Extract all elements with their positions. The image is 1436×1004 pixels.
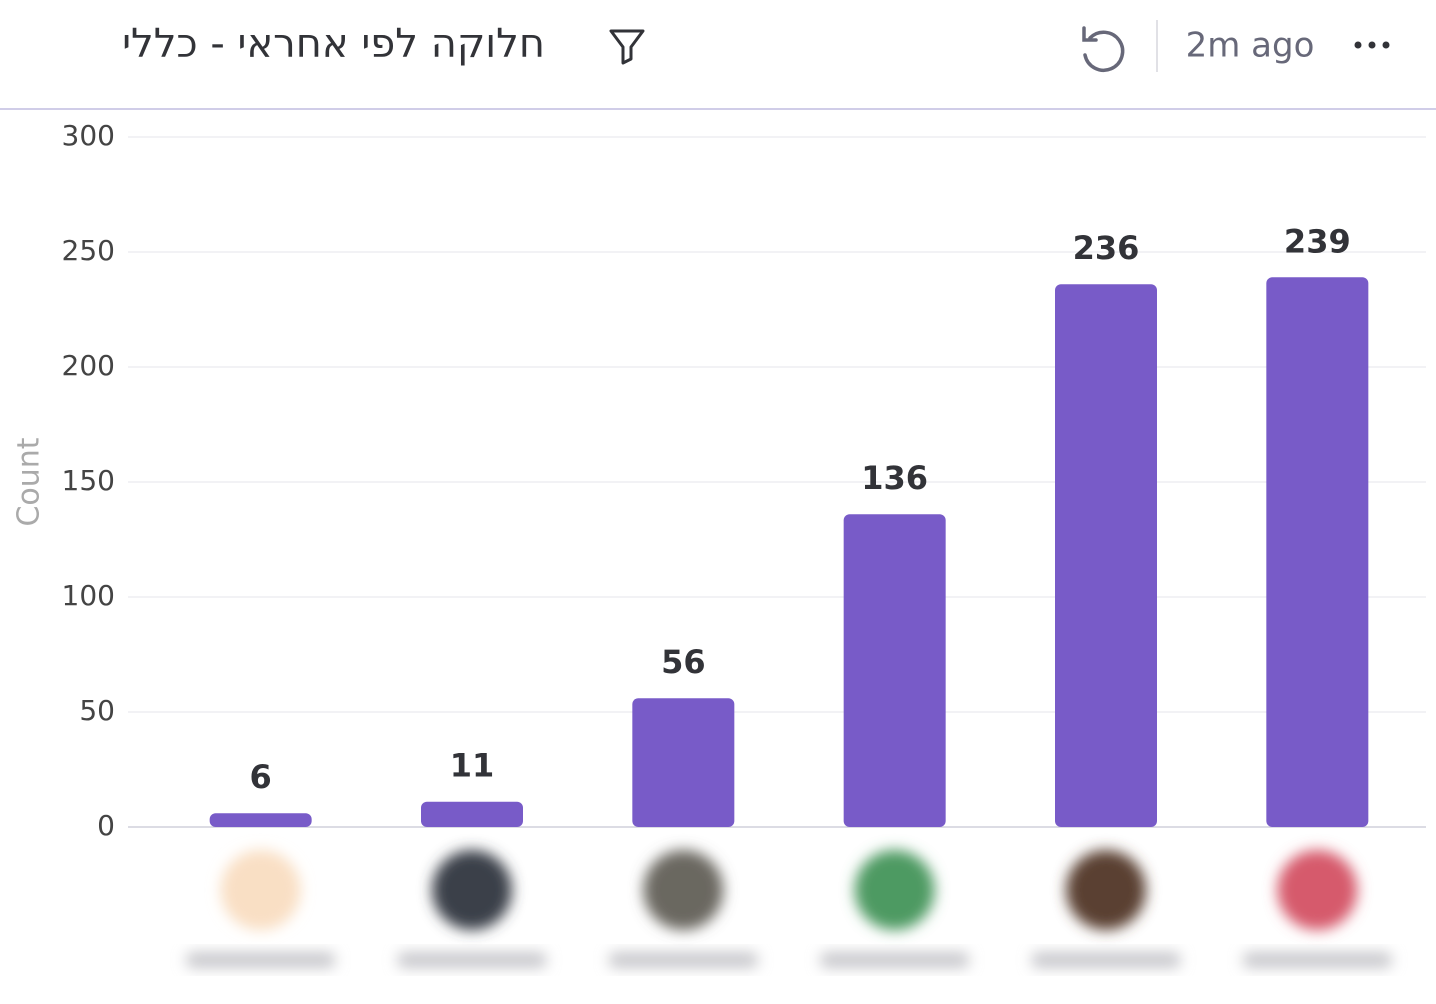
value-label: 6: [250, 758, 272, 796]
value-label: 236: [1073, 229, 1140, 267]
bar: [632, 698, 735, 827]
y-axis-label: Count: [12, 437, 47, 526]
y-tick-label: 250: [62, 234, 115, 267]
bar: [1266, 277, 1369, 827]
value-label: 239: [1284, 222, 1351, 260]
value-label: 11: [450, 747, 495, 785]
y-tick-label: 150: [62, 464, 115, 497]
blurred-name: [819, 952, 970, 968]
value-label: 56: [661, 643, 706, 681]
dot: [1382, 41, 1390, 49]
value-label: 136: [861, 459, 928, 497]
avatar: [1277, 850, 1358, 930]
refresh-arc: [1083, 30, 1125, 72]
avatar: [643, 850, 724, 930]
avatar: [220, 850, 301, 930]
bar: [421, 801, 523, 827]
blurred-name: [397, 952, 547, 968]
bar: [209, 813, 312, 827]
blurred-name: [608, 952, 759, 968]
blurred-name: [185, 952, 336, 968]
blurred-name: [1031, 952, 1181, 968]
y-tick-label: 50: [79, 694, 115, 727]
y-tick-label: 0: [97, 809, 115, 842]
dot: [1354, 41, 1362, 49]
y-tick-label: 100: [62, 579, 115, 612]
y-tick-label: 300: [62, 119, 115, 152]
avatar: [1066, 850, 1146, 930]
y-tick-label: 200: [62, 349, 115, 382]
avatar: [432, 850, 512, 930]
dot: [1368, 41, 1376, 49]
avatar: [854, 850, 935, 930]
refresh-arrow: [1082, 26, 1098, 42]
blurred-name: [1242, 952, 1393, 968]
more-menu[interactable]: [1354, 41, 1390, 49]
bar: [1055, 284, 1157, 827]
updated-time: 2m ago: [1186, 26, 1315, 66]
chart-title: חלוקה לפי אחראי - כללי: [122, 21, 545, 67]
filter-icon[interactable]: [609, 29, 645, 65]
filter-shape: [609, 29, 645, 65]
bar: [843, 514, 946, 827]
refresh-icon[interactable]: [1082, 26, 1125, 72]
